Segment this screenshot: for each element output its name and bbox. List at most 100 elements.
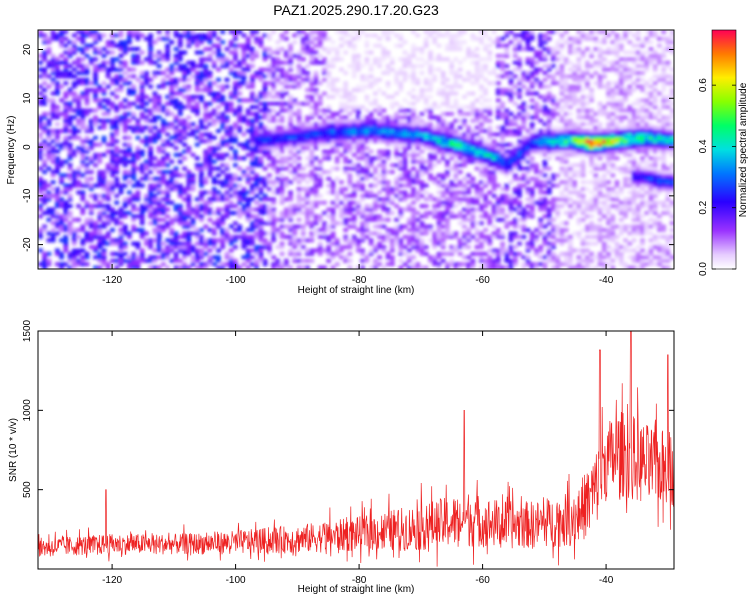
heatmap-cell	[250, 84, 255, 89]
heatmap-cell	[428, 53, 433, 58]
heatmap-cell	[462, 262, 467, 267]
heatmap-cell	[148, 36, 153, 41]
heatmap-cell	[356, 211, 361, 215]
heatmap-cell	[42, 163, 47, 168]
heatmap-cell	[529, 234, 535, 239]
heatmap-cell	[173, 187, 179, 192]
heatmap-cell	[131, 101, 137, 106]
heatmap-cell	[46, 129, 52, 133]
heatmap-cell	[440, 91, 446, 96]
heatmap-cell	[50, 71, 56, 75]
heatmap-cell	[194, 163, 200, 168]
heatmap-cell	[343, 228, 349, 232]
heatmap-cell	[521, 207, 527, 212]
heatmap-cell	[152, 217, 158, 222]
heatmap-cell	[55, 122, 60, 127]
heatmap-cell	[364, 258, 370, 263]
heatmap-cell	[529, 214, 535, 219]
heatmap-cell	[254, 231, 259, 236]
heatmap-cell	[50, 101, 56, 106]
heatmap-cell	[487, 81, 493, 86]
heatmap-cell	[529, 265, 535, 269]
heatmap-cell	[93, 74, 98, 79]
heatmap-cell	[262, 129, 268, 133]
heatmap-cell	[63, 125, 69, 130]
heatmap-cell	[351, 183, 357, 188]
heatmap-cell	[67, 163, 73, 168]
heatmap-cell	[309, 159, 315, 164]
heatmap-cell	[139, 139, 145, 144]
heatmap-cell	[110, 156, 115, 161]
heatmap-cell	[245, 234, 251, 239]
heatmap-cell	[479, 108, 484, 113]
heatmap-cell	[487, 255, 493, 260]
heatmap-cell	[377, 57, 382, 62]
heatmap-cell	[521, 176, 527, 181]
heatmap-cell	[258, 139, 264, 144]
heatmap-cell	[309, 57, 315, 62]
heatmap-cell	[313, 125, 319, 130]
heatmap-cell	[67, 166, 73, 171]
heatmap-cell	[224, 238, 230, 243]
heatmap-cell	[279, 214, 285, 219]
heatmap-cell	[182, 64, 187, 69]
heatmap-cell	[173, 57, 179, 62]
heatmap-cell	[220, 163, 226, 168]
heatmap-cell	[177, 258, 183, 263]
heatmap-cell	[546, 30, 552, 34]
heatmap-cell	[254, 98, 259, 103]
heatmap-cell	[538, 142, 544, 147]
heatmap-cell	[449, 187, 455, 192]
heatmap-cell	[398, 142, 404, 147]
heatmap-cell	[50, 187, 56, 192]
heatmap-cell	[411, 77, 416, 82]
heatmap-cell	[152, 91, 158, 96]
heatmap-cell	[177, 214, 183, 219]
heatmap-cell	[97, 159, 103, 164]
heatmap-cell	[445, 98, 450, 103]
heatmap-cell	[428, 125, 433, 130]
heatmap-cell	[568, 146, 573, 151]
heatmap-cell	[538, 262, 544, 267]
heatmap-cell	[330, 183, 336, 188]
heatmap-cell	[250, 176, 255, 181]
heatmap-cell	[76, 228, 81, 232]
heatmap-cell	[428, 176, 433, 181]
heatmap-cell	[525, 77, 531, 82]
heatmap-cell	[385, 193, 391, 198]
heatmap-cell	[161, 125, 166, 130]
heatmap-cell	[182, 224, 187, 229]
heatmap-cell	[546, 221, 552, 226]
heatmap-cell	[479, 193, 484, 198]
heatmap-cell	[50, 60, 56, 65]
heatmap-cell	[445, 132, 450, 137]
heatmap-cell	[326, 251, 332, 256]
heatmap-cell	[161, 149, 166, 154]
heatmap-cell	[546, 98, 552, 103]
heatmap-cell	[296, 211, 302, 215]
heatmap-cell	[38, 234, 43, 239]
heatmap-cell	[203, 265, 209, 269]
heatmap-cell	[339, 67, 344, 72]
heatmap-cell	[67, 91, 73, 96]
heatmap-cell	[165, 132, 170, 137]
heatmap-cell	[139, 152, 145, 157]
heatmap-cell	[449, 214, 455, 219]
heatmap-cell	[139, 258, 145, 263]
heatmap-cell	[283, 81, 289, 86]
heatmap-cell	[360, 122, 365, 127]
heatmap-cell	[250, 91, 255, 96]
heatmap-cell	[279, 156, 285, 161]
heatmap-cell	[105, 231, 111, 236]
heatmap-cell	[360, 183, 365, 188]
heatmap-cell	[415, 118, 421, 123]
heatmap-cell	[84, 91, 90, 96]
heatmap-cell	[271, 159, 276, 164]
heatmap-cell	[177, 33, 183, 38]
heatmap-cell	[326, 36, 332, 41]
heatmap-cell	[122, 163, 128, 168]
heatmap-cell	[135, 214, 141, 219]
heatmap-cell	[224, 129, 230, 133]
heatmap-cell	[491, 231, 497, 236]
heatmap-cell	[292, 207, 298, 212]
